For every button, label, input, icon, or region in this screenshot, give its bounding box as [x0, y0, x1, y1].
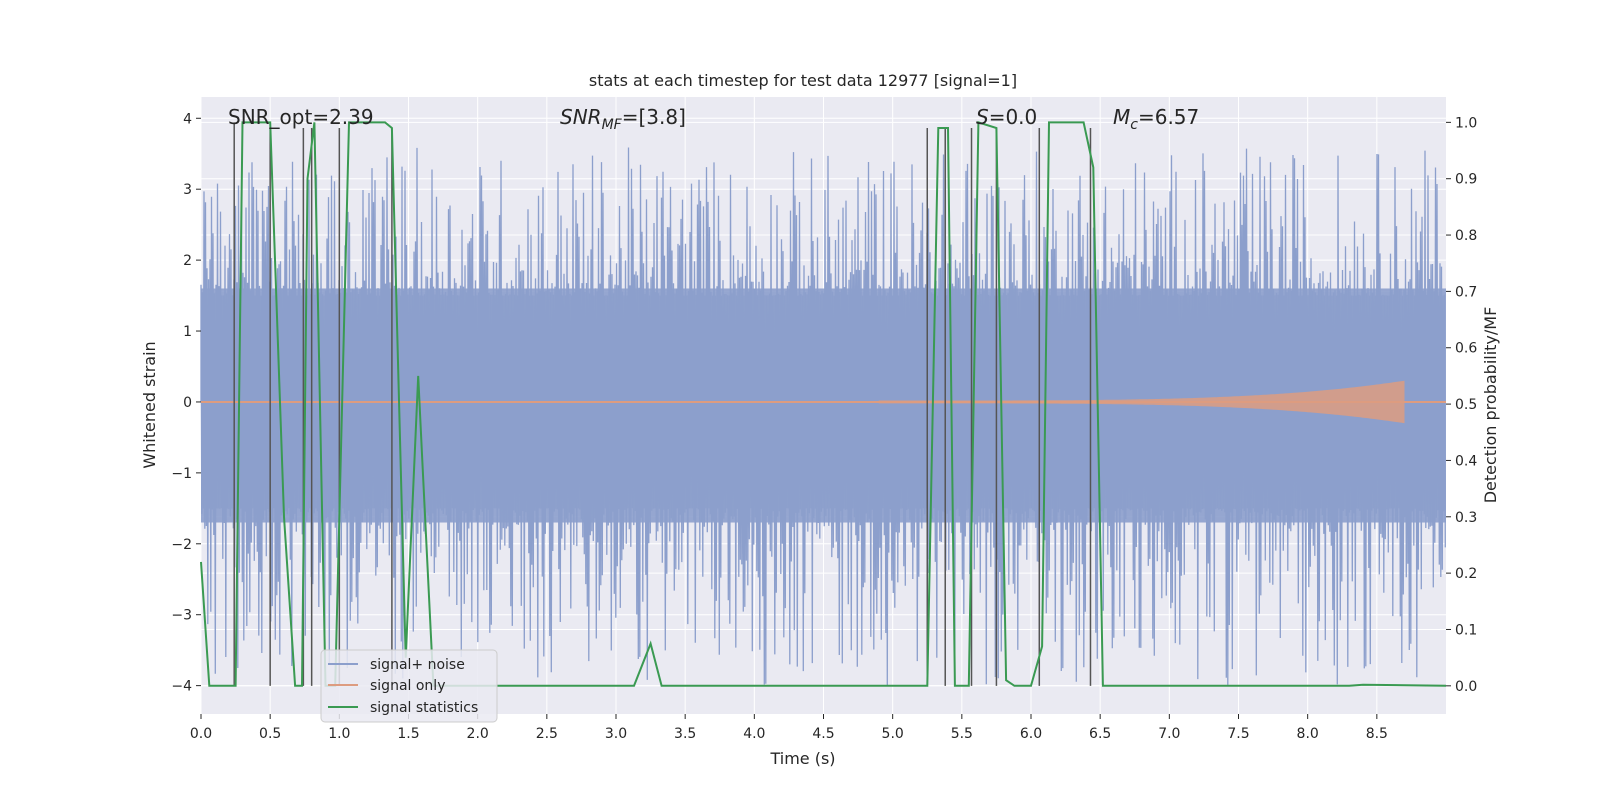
left-tick-label: 2 [183, 253, 192, 269]
x-tick-label: 5.0 [882, 726, 904, 742]
x-tick-label: 8.0 [1297, 726, 1319, 742]
annotation-mc: Mc=6.57 [1113, 105, 1199, 133]
left-tick-label: −3 [171, 608, 192, 624]
left-tick-label: −4 [171, 679, 192, 695]
trigger-markers [233, 122, 1092, 686]
noise-trace [200, 147, 1446, 686]
x-tick-label: 3.5 [674, 726, 696, 742]
right-tick-label: 0.1 [1455, 622, 1477, 638]
right-tick-label: 0.3 [1455, 510, 1477, 526]
legend-label-signal-plus-noise: signal+ noise [370, 657, 465, 673]
left-tick-label: 4 [183, 111, 192, 127]
right-axis-ticks: 0.0 0.1 0.2 0.3 0.4 0.5 0.6 0.7 0.8 0.9 1.0 [1446, 115, 1477, 695]
right-tick-label: 0.4 [1455, 453, 1477, 469]
x-tick-label: 2.0 [467, 726, 489, 742]
left-tick-label: 3 [183, 182, 192, 198]
left-axis-ticks: −4 −3 −2 −1 0 1 2 3 4 [171, 111, 201, 695]
x-tick-label: 6.0 [1020, 726, 1042, 742]
x-tick-label: 4.0 [743, 726, 765, 742]
right-tick-label: 0.6 [1455, 341, 1477, 357]
x-tick-label: 5.5 [951, 726, 973, 742]
left-tick-label: −2 [171, 537, 192, 553]
left-tick-label: 0 [183, 395, 192, 411]
x-tick-label: 0.0 [190, 726, 212, 742]
x-tick-label: 2.5 [536, 726, 558, 742]
right-tick-label: 0.9 [1455, 172, 1477, 188]
x-tick-label: 7.5 [1227, 726, 1249, 742]
right-tick-label: 0.2 [1455, 566, 1477, 582]
legend-label-signal-only: signal only [370, 678, 445, 694]
series-signal-only [201, 380, 1446, 424]
right-axis-label: Detection probability/MF [1481, 307, 1500, 504]
annotation-s: S=0.0 [976, 105, 1037, 129]
x-axis-ticks: 0.0 0.5 1.0 1.5 2.0 2.5 3.0 3.5 4.0 4.5 5.0 5.5 6.0 6… [190, 714, 1388, 742]
right-tick-label: 0.8 [1455, 228, 1477, 244]
left-tick-label: 1 [183, 324, 192, 340]
annotation-snr-opt: SNR_opt=2.39 [228, 105, 374, 129]
x-tick-label: 1.0 [328, 726, 350, 742]
legend-label-signal-statistics: signal statistics [370, 700, 478, 716]
right-tick-label: 1.0 [1455, 115, 1477, 131]
x-axis-label: Time (s) [769, 749, 835, 768]
x-tick-label: 8.5 [1366, 726, 1388, 742]
legend: signal+ noise signal only signal statist… [320, 649, 498, 723]
x-tick-label: 1.5 [397, 726, 419, 742]
right-tick-label: 0.0 [1455, 679, 1477, 695]
series-signal-statistics [200, 121, 1447, 687]
left-axis-label: Whitened strain [140, 341, 159, 468]
annotation-snr-mf: SNRMF=[3.8] [560, 105, 686, 133]
x-tick-label: 3.0 [605, 726, 627, 742]
x-tick-label: 7.0 [1158, 726, 1180, 742]
right-tick-label: 0.5 [1455, 397, 1477, 413]
right-tick-label: 0.7 [1455, 284, 1477, 300]
x-tick-label: 6.5 [1089, 726, 1111, 742]
left-tick-label: −1 [171, 466, 192, 482]
x-tick-label: 0.5 [259, 726, 281, 742]
x-tick-label: 4.5 [812, 726, 834, 742]
chart-title: stats at each timestep for test data 129… [589, 71, 1017, 90]
